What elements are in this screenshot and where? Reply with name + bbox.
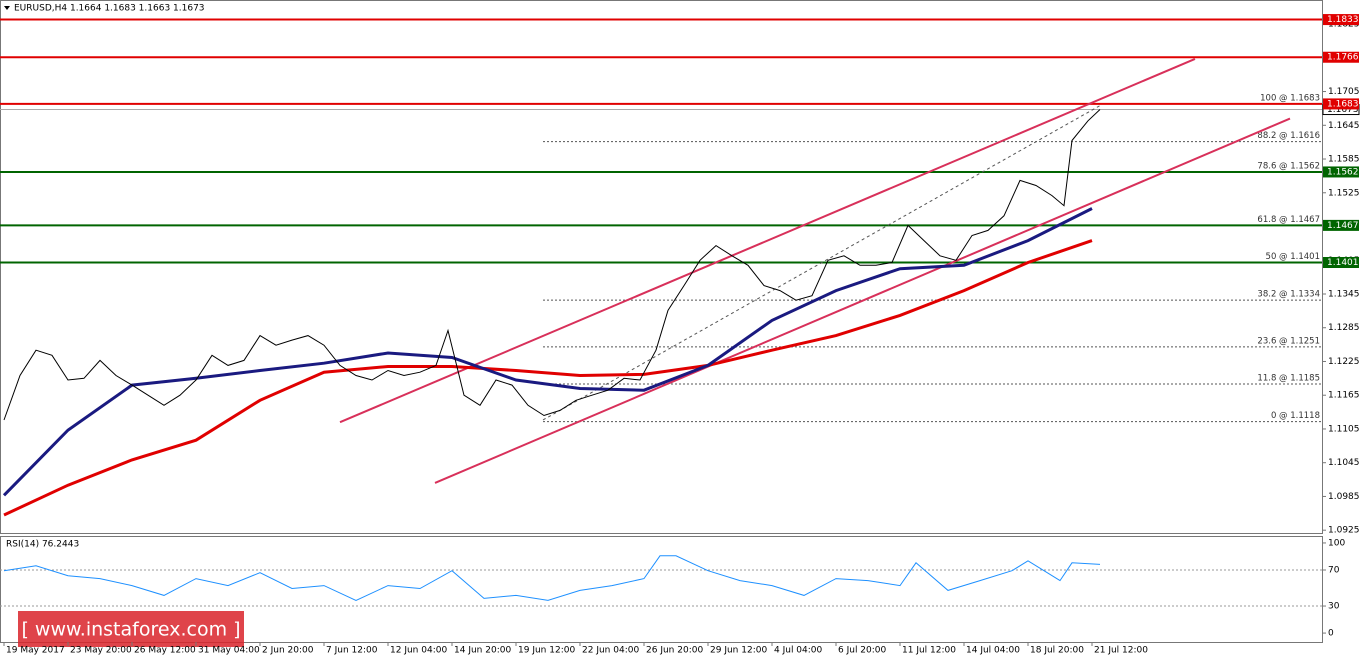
y-tick-label: 0	[1328, 629, 1334, 639]
y-tick-label: 70	[1328, 565, 1340, 575]
rsi-line	[3, 555, 1101, 601]
fib-label: 61.8 @ 1.1467	[1257, 215, 1320, 225]
x-tick-label: 26 Jun 20:00	[646, 646, 703, 656]
y-tick-label: 1.1645	[1328, 121, 1360, 131]
fib-label: 11.8 @ 1.1185	[1257, 373, 1320, 383]
level-label-box	[1323, 257, 1359, 269]
x-tick-label: 14 Jul 04:00	[966, 646, 1020, 656]
moving-average	[2, 207, 1093, 497]
y-tick-label: 1.1165	[1328, 391, 1360, 401]
fib-label: 78.6 @ 1.1562	[1257, 161, 1320, 171]
level-label-box	[1323, 219, 1359, 231]
level-label: 1.1562	[1327, 167, 1359, 177]
fib-label: 88.2 @ 1.1616	[1257, 131, 1320, 141]
x-tick-label: 29 Jun 12:00	[710, 646, 767, 656]
x-tick-label: 23 May 20:00	[70, 646, 132, 656]
y-tick-label: 1.1585	[1328, 155, 1360, 165]
x-tick-label: 11 Jul 12:00	[902, 646, 956, 656]
x-tick-label: 26 May 12:00	[134, 646, 196, 656]
fib-label: 23.6 @ 1.1251	[1257, 336, 1320, 346]
watermark: [ www.instaforex.com ]	[21, 619, 240, 641]
x-tick-label: 4 Jul 04:00	[774, 646, 823, 656]
moving-average	[3, 239, 1093, 517]
x-tick-label: 6 Jul 20:00	[838, 646, 887, 656]
fib-label: 50 @ 1.1401	[1266, 252, 1320, 262]
level-label: 1.1833	[1327, 15, 1359, 25]
y-tick-label: 1.1225	[1328, 357, 1360, 367]
level-label: 1.1683	[1327, 99, 1359, 109]
x-tick-label: 14 Jun 20:00	[454, 646, 511, 656]
y-tick-label: 1.0925	[1328, 526, 1360, 536]
x-tick-label: 2 Jun 20:00	[262, 646, 314, 656]
level-label-box	[1323, 98, 1359, 110]
y-tick-label: 30	[1328, 602, 1340, 612]
level-label: 1.1766	[1327, 53, 1359, 63]
x-tick-label: 7 Jun 12:00	[326, 646, 378, 656]
x-tick-label: 12 Jun 04:00	[390, 646, 447, 656]
fib-label: 0 @ 1.1118	[1271, 411, 1320, 421]
y-tick-label: 1.1525	[1328, 188, 1360, 198]
x-tick-label: 19 May 2017	[6, 646, 65, 656]
x-tick-label: 31 May 04:00	[198, 646, 260, 656]
trendline	[542, 105, 1101, 421]
main-frame	[0, 0, 1323, 534]
y-tick-label: 1.1045	[1328, 458, 1360, 468]
fib-label: 38.2 @ 1.1334	[1257, 290, 1320, 300]
y-tick-label: 100	[1328, 538, 1345, 548]
y-tick-label: 1.0985	[1328, 492, 1360, 502]
level-label-box	[1323, 14, 1359, 26]
level-label-box	[1323, 51, 1359, 63]
level-label: 1.1401	[1327, 258, 1359, 268]
rsi-title: RSI(14) 76.2443	[6, 540, 79, 550]
x-tick-label: 21 Jul 12:00	[1094, 646, 1148, 656]
x-tick-label: 19 Jun 12:00	[518, 646, 575, 656]
x-tick-label: 18 Jul 20:00	[1030, 646, 1084, 656]
menu-arrow	[4, 6, 10, 10]
watermark-box	[18, 611, 244, 647]
trendline	[434, 117, 1291, 484]
price-line	[3, 109, 1101, 421]
x-tick-label: 22 Jun 04:00	[582, 646, 639, 656]
level-label: 1.1467	[1327, 221, 1359, 231]
chart-title: EURUSD,H4 1.1664 1.1683 1.1663 1.1673	[14, 4, 205, 14]
y-tick-label: 1.1105	[1328, 424, 1360, 434]
trendline	[339, 58, 1196, 424]
y-tick-label: 1.1705	[1328, 87, 1360, 97]
current-price-label: 1.1673	[1327, 105, 1359, 115]
y-tick-label: 1.1345	[1328, 289, 1360, 299]
level-label-box	[1323, 166, 1359, 178]
y-tick-label: 1.1285	[1328, 323, 1360, 333]
fib-label: 100 @ 1.1683	[1260, 93, 1320, 103]
